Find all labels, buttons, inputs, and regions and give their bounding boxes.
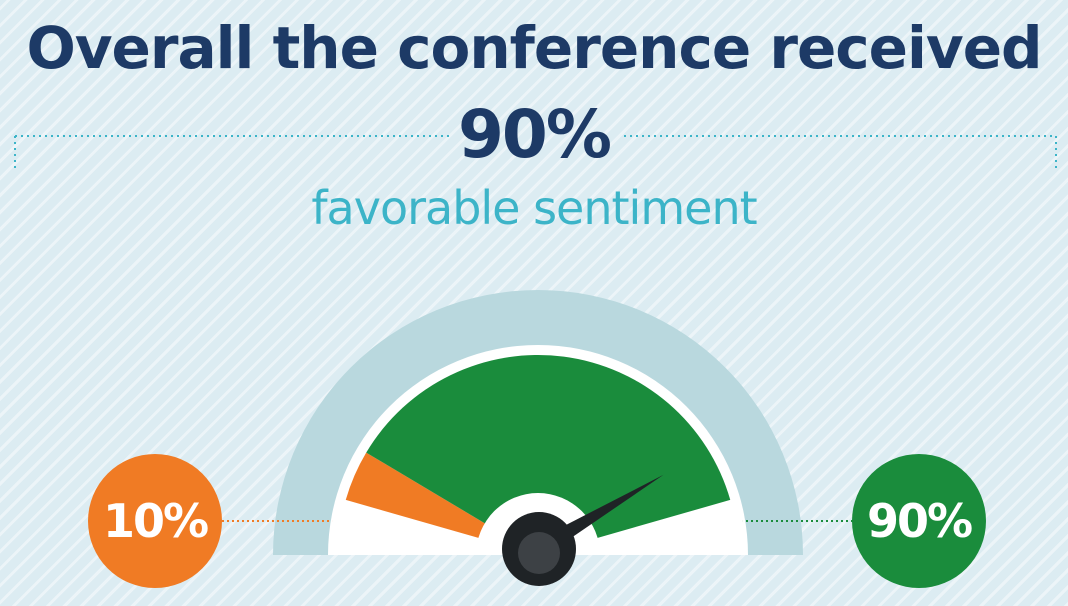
marker-dot-negative — [332, 514, 346, 528]
positive-percent-badge: 90% — [852, 454, 986, 588]
headline: Overall the conference received — [26, 14, 1042, 82]
negative-percent-badge: 10% — [88, 454, 222, 588]
marker-dot-positive — [729, 514, 743, 528]
subheadline: favorable sentiment — [311, 181, 757, 235]
gauge-segment-positive — [366, 355, 731, 555]
headline-percent: 90% — [458, 96, 612, 173]
needle-hub-highlight — [518, 532, 560, 574]
